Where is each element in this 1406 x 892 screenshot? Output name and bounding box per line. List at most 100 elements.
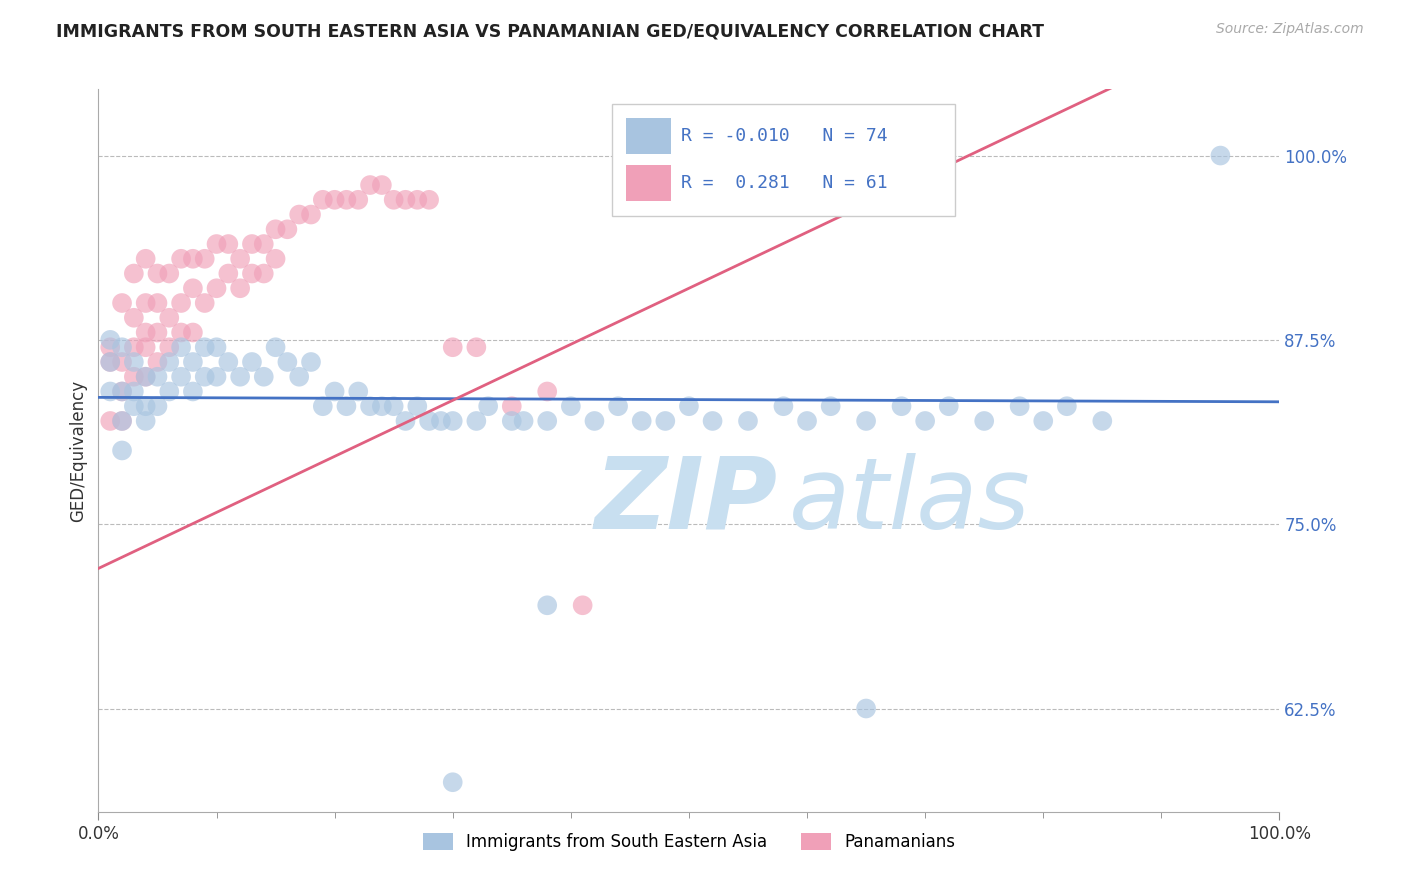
Point xyxy=(157,267,180,281)
Point xyxy=(111,355,134,369)
Point xyxy=(441,414,464,428)
Point xyxy=(135,340,157,354)
Point xyxy=(240,267,263,281)
Point xyxy=(111,340,134,354)
Point xyxy=(217,355,239,369)
Point xyxy=(583,414,606,428)
Point xyxy=(477,399,499,413)
Point xyxy=(157,355,180,369)
Point xyxy=(394,414,416,428)
Point xyxy=(170,296,193,310)
Point xyxy=(678,399,700,413)
Point xyxy=(111,414,134,428)
Point xyxy=(111,414,134,428)
Point xyxy=(194,369,217,384)
Point xyxy=(194,252,217,266)
Point xyxy=(335,399,357,413)
Point xyxy=(288,208,311,222)
Point xyxy=(135,326,157,340)
Point xyxy=(406,399,429,413)
Point xyxy=(146,326,169,340)
Point xyxy=(441,775,464,789)
Point xyxy=(98,333,121,347)
Point xyxy=(855,701,877,715)
Point xyxy=(312,399,335,413)
Point xyxy=(122,384,145,399)
Point xyxy=(855,414,877,428)
Point xyxy=(146,399,169,413)
Point xyxy=(205,369,228,384)
Point xyxy=(264,222,287,236)
Point xyxy=(253,237,276,252)
Point xyxy=(299,208,322,222)
Y-axis label: GED/Equivalency: GED/Equivalency xyxy=(69,379,87,522)
Point xyxy=(501,399,523,413)
Text: R = -0.010   N = 74: R = -0.010 N = 74 xyxy=(681,128,887,145)
Point xyxy=(276,355,298,369)
Point xyxy=(371,399,394,413)
Point xyxy=(323,193,346,207)
Point xyxy=(737,414,759,428)
Point xyxy=(312,193,335,207)
Text: Source: ZipAtlas.com: Source: ZipAtlas.com xyxy=(1216,22,1364,37)
Point xyxy=(347,193,370,207)
Point xyxy=(135,296,157,310)
Point xyxy=(122,369,145,384)
Point xyxy=(146,296,169,310)
Point xyxy=(181,252,204,266)
Point xyxy=(973,414,995,428)
Point xyxy=(359,178,381,192)
Point xyxy=(890,399,912,413)
Point xyxy=(418,193,440,207)
Point xyxy=(394,193,416,207)
Point xyxy=(1032,414,1054,428)
Point xyxy=(441,340,464,354)
Point xyxy=(229,369,252,384)
Point xyxy=(607,399,630,413)
Point xyxy=(157,384,180,399)
Point xyxy=(1091,414,1114,428)
Point xyxy=(536,599,558,613)
Point xyxy=(170,340,193,354)
Point xyxy=(253,369,276,384)
Point xyxy=(98,355,121,369)
Point xyxy=(536,384,558,399)
Point xyxy=(323,384,346,399)
Point xyxy=(111,384,134,399)
Point xyxy=(122,267,145,281)
Point xyxy=(194,296,217,310)
Point xyxy=(98,384,121,399)
Point xyxy=(276,222,298,236)
Point xyxy=(536,414,558,428)
Point xyxy=(205,237,228,252)
Point xyxy=(122,310,145,325)
Point xyxy=(264,340,287,354)
Point xyxy=(135,369,157,384)
Point xyxy=(181,281,204,295)
Point xyxy=(229,281,252,295)
FancyBboxPatch shape xyxy=(626,118,671,154)
Point xyxy=(406,193,429,207)
Point xyxy=(135,252,157,266)
Point xyxy=(205,340,228,354)
Point xyxy=(146,267,169,281)
Point xyxy=(371,178,394,192)
Point xyxy=(170,369,193,384)
Point xyxy=(170,326,193,340)
Point xyxy=(299,355,322,369)
Point xyxy=(654,414,676,428)
Point xyxy=(240,355,263,369)
Point xyxy=(512,414,534,428)
Point xyxy=(560,399,582,413)
Point xyxy=(181,384,204,399)
Point xyxy=(170,252,193,266)
Point xyxy=(1056,399,1078,413)
Point xyxy=(111,443,134,458)
Point xyxy=(571,599,593,613)
Point xyxy=(111,384,134,399)
Point xyxy=(288,369,311,384)
Text: IMMIGRANTS FROM SOUTH EASTERN ASIA VS PANAMANIAN GED/EQUIVALENCY CORRELATION CHA: IMMIGRANTS FROM SOUTH EASTERN ASIA VS PA… xyxy=(56,22,1045,40)
Point xyxy=(702,414,724,428)
FancyBboxPatch shape xyxy=(626,165,671,202)
Point xyxy=(135,414,157,428)
